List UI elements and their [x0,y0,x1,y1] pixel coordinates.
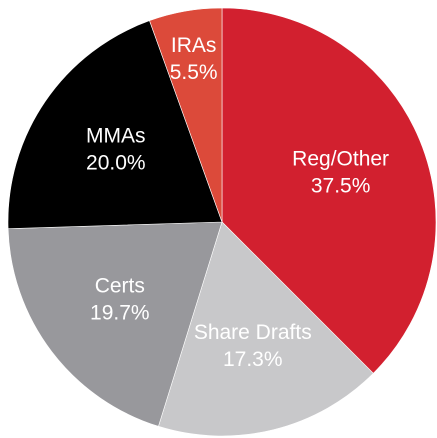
slice-label: Reg/Other [292,147,389,170]
pie-slice [149,7,223,223]
slice-value: 5.5% [170,61,218,84]
slice-label: Certs [95,274,145,297]
pie-slice [7,221,223,427]
slice-label: IRAs [171,34,217,57]
slice-value: 20.0% [86,151,146,174]
pie-slice [158,221,374,437]
pie-slice [7,20,223,230]
pie-slice [221,7,437,374]
slice-label: MMAs [86,124,146,147]
slice-value: 17.3% [223,348,283,371]
slice-value: 19.7% [90,301,150,324]
slice-value: 37.5% [311,174,371,197]
slice-label: Share Drafts [194,321,312,344]
